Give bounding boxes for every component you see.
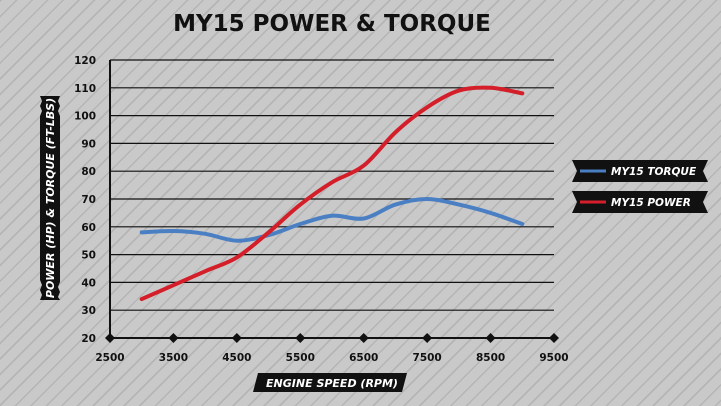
x-tick-mark bbox=[231, 333, 242, 343]
y-tick-label: 100 bbox=[74, 111, 96, 123]
y-tick-label: 60 bbox=[81, 222, 96, 234]
x-tick-mark bbox=[549, 333, 559, 343]
legend-badge-my15-power bbox=[572, 191, 708, 213]
legend: MY15 TORQUE MY15 POWER bbox=[572, 160, 708, 213]
x-tick-label: 9500 bbox=[539, 352, 568, 364]
y-tick-label: 110 bbox=[74, 83, 96, 95]
y-tick-label: 90 bbox=[81, 138, 96, 150]
y-tick-label: 20 bbox=[81, 333, 96, 345]
x-axis-label: ENGINE SPEED (RPM) bbox=[266, 377, 398, 390]
tick-labels: 20 30 40 50 60 70 80 90 100 110 120 2500 3500 4500 550… bbox=[74, 55, 569, 364]
axes bbox=[105, 60, 559, 343]
x-tick-mark bbox=[358, 333, 369, 343]
x-tick-label: 4500 bbox=[222, 352, 251, 364]
x-tick-label: 5500 bbox=[286, 352, 315, 364]
y-axis-label-box: POWER (HP) & TORQUE (FT-LBS) bbox=[40, 96, 60, 300]
x-tick-mark bbox=[422, 333, 433, 343]
y-tick-label: 40 bbox=[81, 277, 96, 289]
x-tick-mark bbox=[168, 333, 179, 343]
legend-label-my15-torque: MY15 TORQUE bbox=[611, 166, 697, 178]
y-tick-label: 30 bbox=[81, 305, 96, 317]
x-tick-label: 8500 bbox=[476, 352, 505, 364]
grid bbox=[110, 59, 554, 311]
y-tick-label: 120 bbox=[74, 55, 96, 67]
x-axis-label-box: ENGINE SPEED (RPM) bbox=[253, 373, 407, 392]
x-tick-label: 6500 bbox=[349, 352, 378, 364]
y-axis-label: POWER (HP) & TORQUE (FT-LBS) bbox=[44, 98, 57, 298]
chart-title: MY15 POWER & TORQUE bbox=[173, 11, 491, 37]
legend-badge-my15-torque bbox=[572, 160, 708, 182]
x-tick-label: 2500 bbox=[95, 352, 124, 364]
x-tick-mark bbox=[295, 333, 306, 343]
series-line-my15-power bbox=[139, 85, 525, 302]
x-tick-label: 7500 bbox=[413, 352, 442, 364]
legend-label-my15-power: MY15 POWER bbox=[611, 197, 691, 209]
series-layer bbox=[139, 85, 525, 302]
x-tick-mark bbox=[485, 333, 496, 343]
series-line-my15-torque bbox=[139, 197, 525, 243]
y-tick-label: 70 bbox=[81, 194, 96, 206]
x-tick-label: 3500 bbox=[159, 352, 188, 364]
x-tick-mark bbox=[105, 333, 115, 343]
y-tick-label: 50 bbox=[81, 250, 96, 262]
y-tick-label: 80 bbox=[81, 166, 96, 178]
